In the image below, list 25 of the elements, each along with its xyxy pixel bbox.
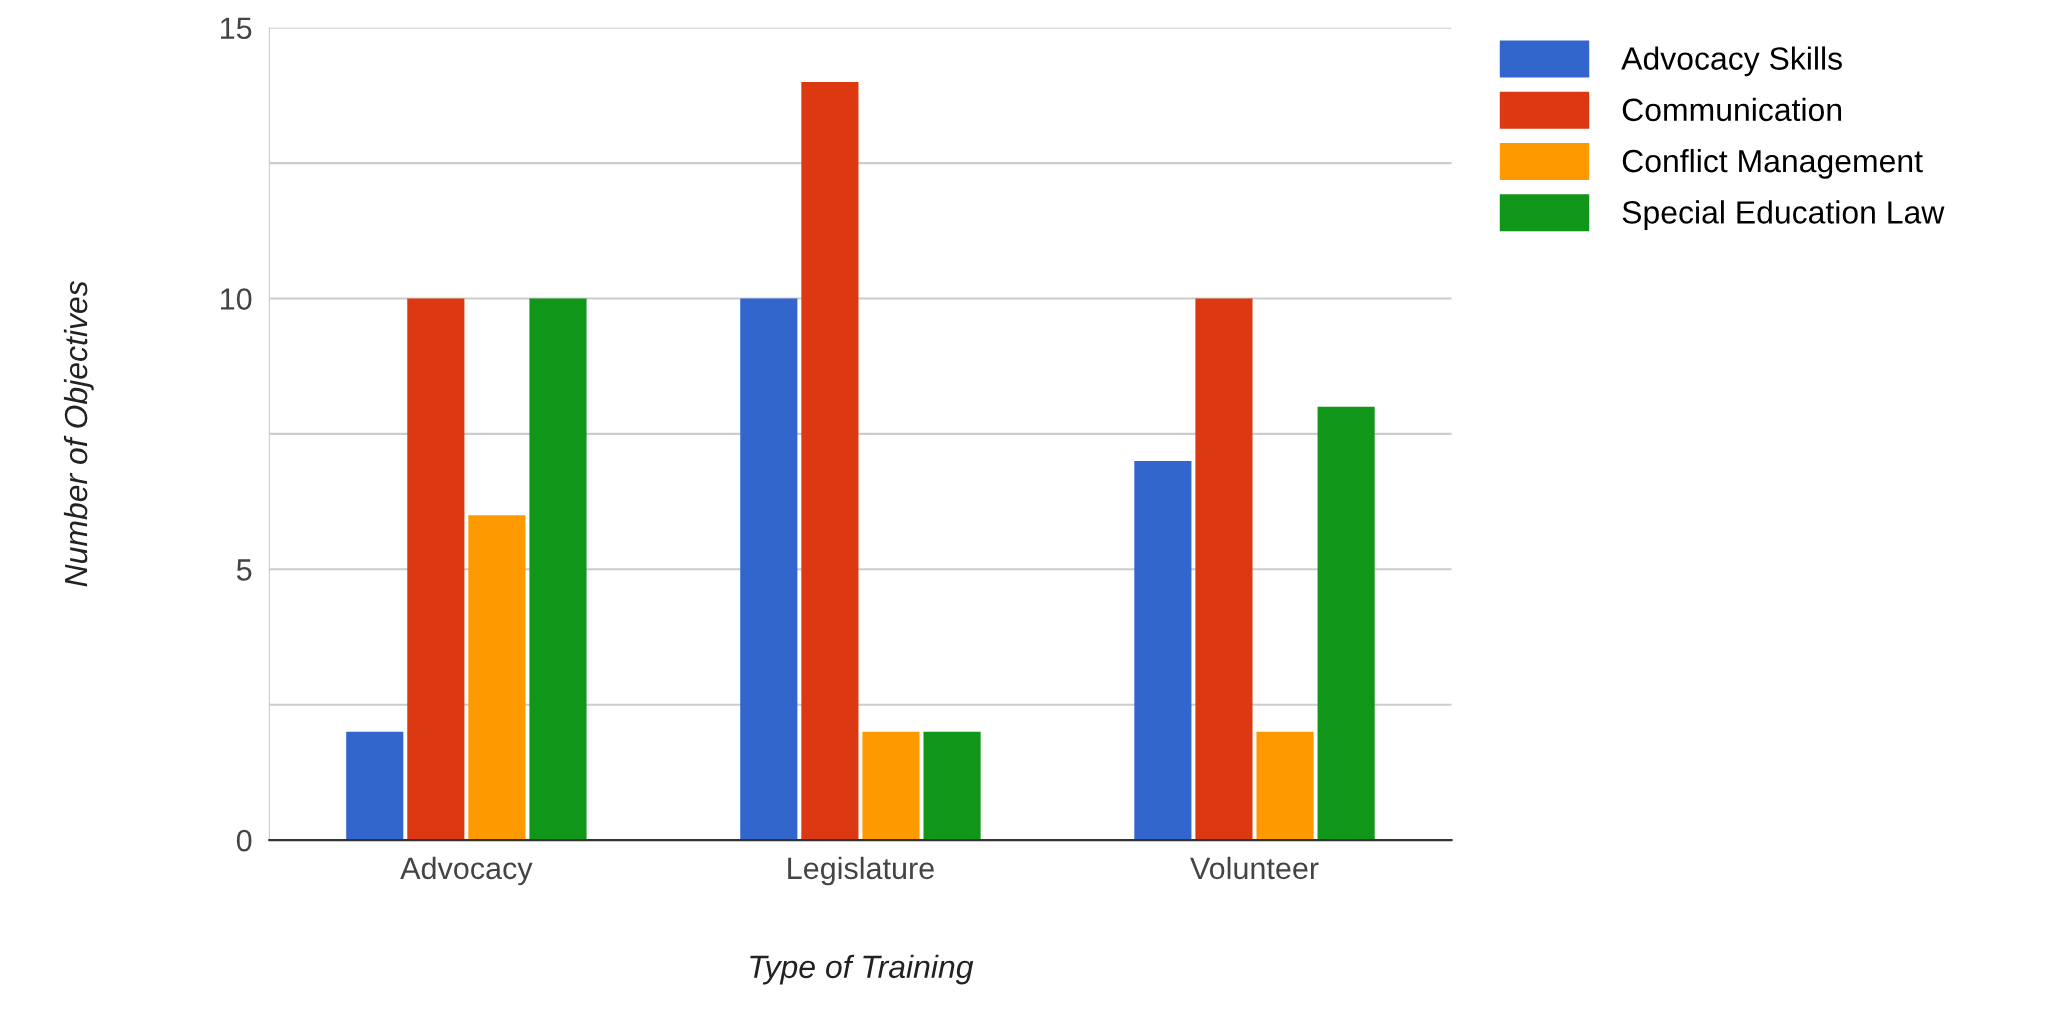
bar [1256,731,1314,841]
y-tick-label: 15 [221,17,252,40]
bar [1134,460,1192,841]
legend-label: Advocacy Skills [1621,46,1842,77]
x-tick-label: Legislature [788,856,934,886]
legend-label: Conflict Management [1622,148,1923,179]
bar [407,298,465,841]
bar [468,515,526,841]
y-axis-title: Number of Objectives [63,280,94,587]
x-axis-title: Type of Training [750,954,974,985]
bar [923,731,981,841]
bar [801,81,859,841]
x-tick-label: Advocacy [400,856,533,886]
bar [1195,298,1253,841]
bar [1317,406,1375,841]
bar [740,298,798,841]
bar [529,298,587,841]
y-tick-label: 5 [236,559,252,581]
legend-label: Special Education Law [1622,200,1945,231]
legend-label: Communication [1622,97,1842,122]
y-tick-label: 0 [236,829,252,852]
y-tick-label: 10 [221,288,252,310]
bar [346,731,404,841]
x-tick-label: Volunteer [1190,856,1319,880]
bar [862,731,920,841]
